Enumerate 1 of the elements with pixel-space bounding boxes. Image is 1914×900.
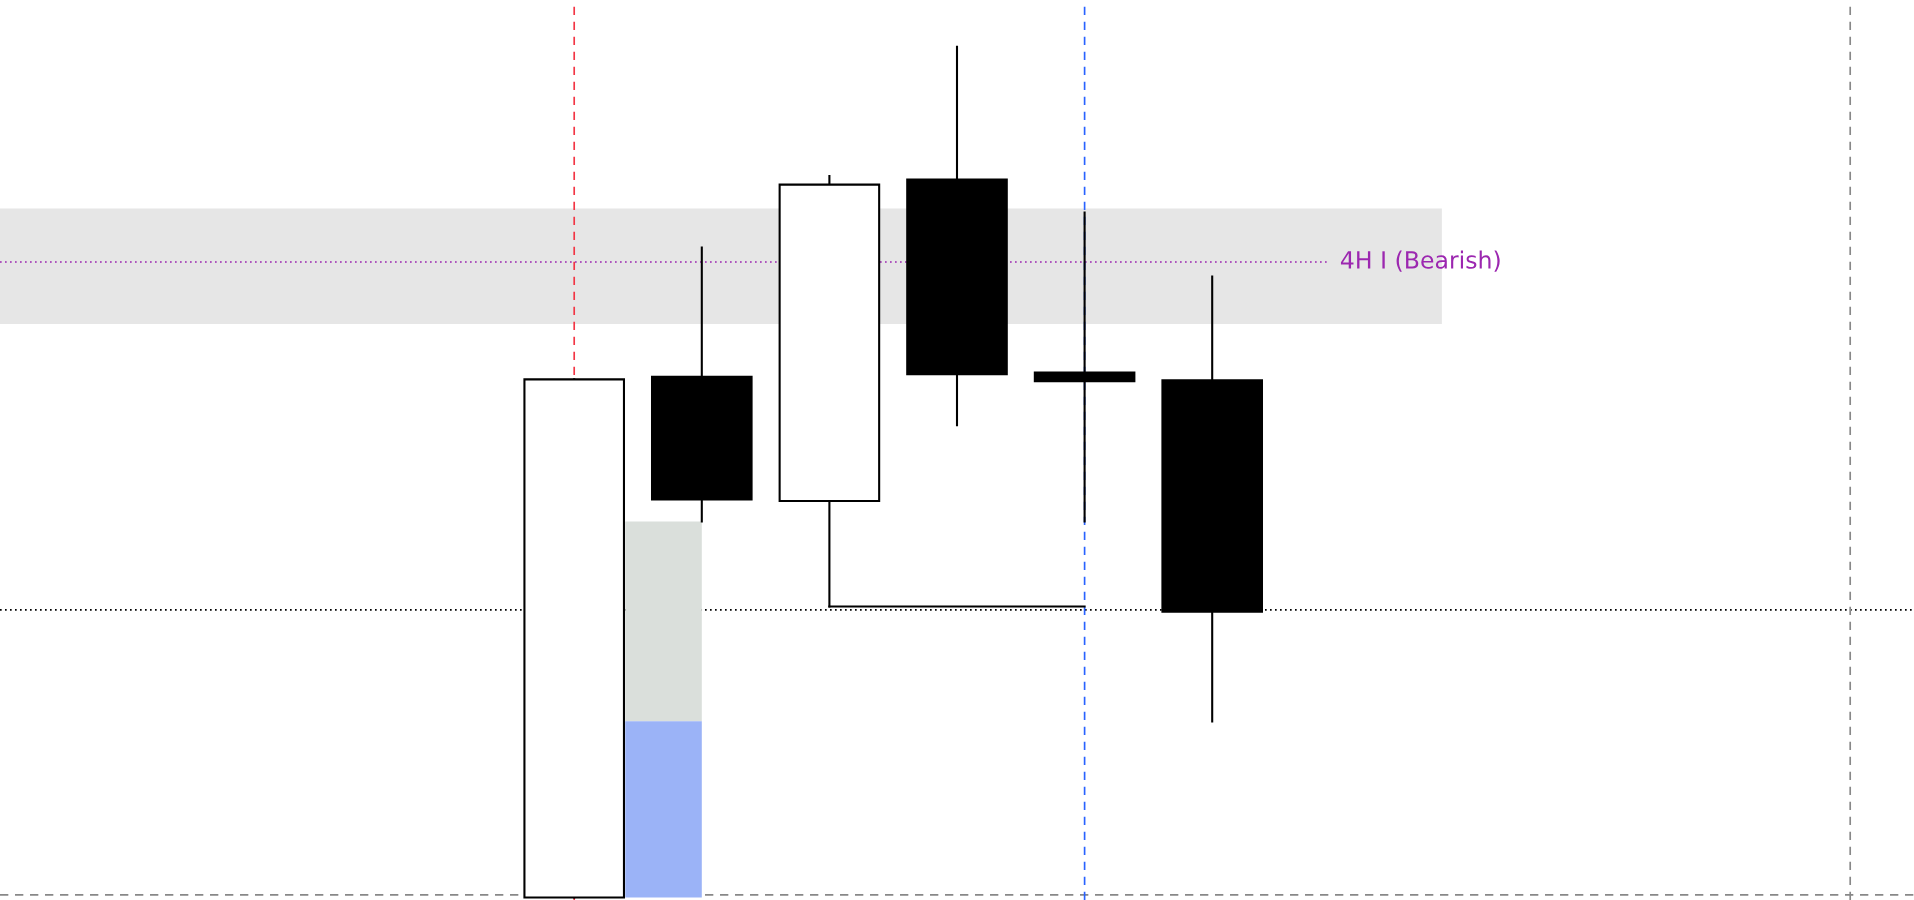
ref-line-label: 4H I (Bearish) [1340,250,1500,272]
